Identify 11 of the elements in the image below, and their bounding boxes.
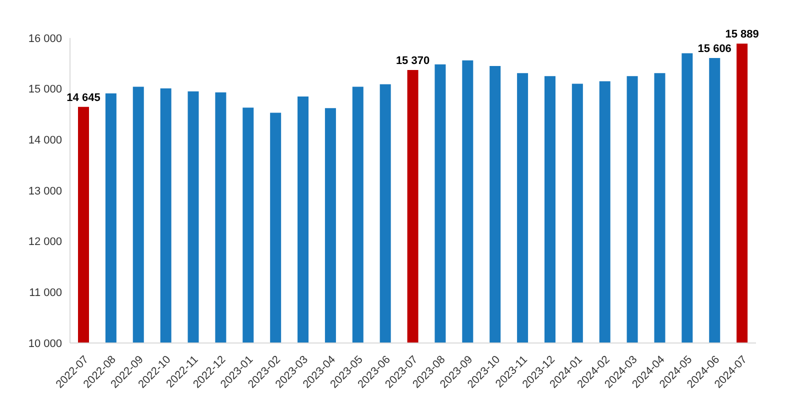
y-tick-label: 13 000	[28, 185, 62, 198]
data-label: 15 889	[725, 28, 759, 41]
y-tick-label: 12 000	[28, 236, 62, 248]
data-label: 15 370	[396, 55, 430, 68]
y-tick-label: 16 000	[28, 32, 62, 45]
y-tick-label: 14 000	[28, 134, 62, 147]
y-tick-label: 11 000	[29, 287, 62, 300]
y-tick-label: 10 000	[28, 338, 62, 350]
data-label: 14 645	[66, 92, 100, 104]
data-label: 15 606	[698, 43, 732, 56]
y-tick-label: 15 000	[28, 84, 62, 96]
